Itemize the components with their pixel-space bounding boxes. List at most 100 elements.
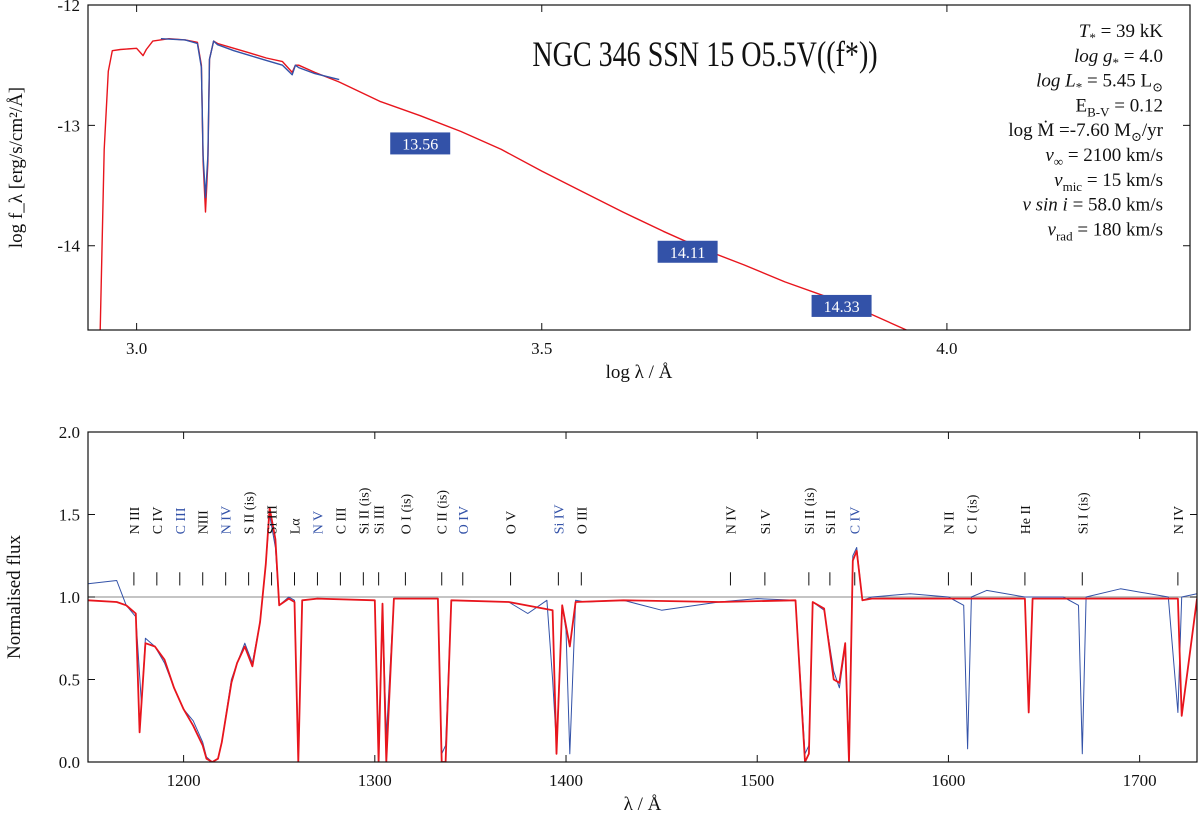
x-tick-label: 1500 [740,771,774,790]
series-line-0 [99,38,907,330]
param-subscript: * [1113,55,1120,70]
line-id-label: Si II (is) [803,487,818,534]
line-id-label: N IV [220,506,235,534]
param-suffix: /yr [1142,120,1164,141]
param-line: log L* = 5.45 L⊙ [1036,71,1163,95]
line-id-label: O III [575,506,590,534]
x-tick-label: 1600 [931,771,965,790]
line-id-label: N III [128,506,143,534]
x-axis-label: log λ / Å [606,362,673,383]
annotation-label: 14.33 [824,299,860,316]
param-value: = 39 kK [1096,21,1163,42]
param-line: log g* = 4.0 [1074,46,1163,70]
x-tick-label: 3.5 [531,339,552,358]
param-value: = 2100 km/s [1063,145,1163,166]
line-id-label: C I (is) [965,494,980,534]
param-name: v [1054,170,1063,191]
param-name: log Ṁ [1008,120,1054,141]
param-subscript: B-V [1087,104,1110,119]
line-id-label: N V [311,511,326,534]
line-id-label: Si III [373,505,388,535]
param-line: vrad = 180 km/s [1048,219,1163,243]
param-value: = 0.12 [1110,95,1163,116]
annotation-box [811,294,872,317]
line-id-label: Si IV [552,504,567,534]
x-tick-label: 4.0 [936,339,957,358]
line-id-label: Si I (is) [1076,492,1091,534]
line-id-label: O V [505,511,520,534]
line-id-label: O IV [457,506,472,534]
param-line: vmic = 15 km/s [1054,170,1163,194]
x-tick-label: 1200 [167,771,201,790]
param-name: v [1045,145,1054,166]
x-tick-label: 1400 [549,771,583,790]
x-tick-label: 1300 [358,771,392,790]
sun-symbol-icon: ⊙ [1152,80,1163,95]
param-value: = 4.0 [1119,46,1163,67]
annotation-box [390,132,451,155]
annotation-label: 13.56 [402,136,438,153]
y-tick-label: 1.0 [59,588,80,607]
x-tick-label: 3.0 [126,339,147,358]
y-tick-label: -12 [57,0,80,15]
series-line-1 [160,38,340,199]
line-id-label: He II [1019,505,1034,534]
param-value: = 180 km/s [1073,219,1163,240]
param-name: v [1048,219,1057,240]
line-id-label: C IV [849,507,864,535]
line-id-label: O I (is) [399,494,414,535]
line-id-label: S II (is) [243,491,258,534]
line-id-label: Si III [266,505,281,535]
line-id-label: N IV [1172,506,1187,534]
param-line: log Ṁ =-7.60 M⊙/yr [1008,120,1163,144]
chart-title: NGC 346 SSN 15 O5.5V((f*)) [532,34,877,74]
sun-symbol-icon: ⊙ [1131,129,1142,144]
param-line: T* = 39 kK [1079,21,1164,45]
line-id-label: C III [174,507,189,534]
param-subscript: * [1076,80,1083,95]
line-id-label: C IV [151,507,166,535]
param-line: v sin i = 58.0 km/s [1022,195,1163,216]
plot-frame [87,4,1191,331]
y-tick-label: 0.5 [59,671,80,690]
annotation-label: 14.11 [670,245,705,262]
line-id-label: NIII [197,510,212,534]
annotation-box [657,240,718,263]
y-axis-label: log f_λ [erg/s/cm²/Å] [6,87,27,248]
param-name: v sin i [1022,195,1067,216]
x-tick-label: 1700 [1123,771,1157,790]
y-tick-label: 0.0 [59,753,80,772]
param-subscript: * [1089,30,1096,45]
y-axis-label: Normalised flux [4,535,25,660]
param-name: log g [1074,46,1113,67]
y-tick-label: -13 [57,116,80,135]
param-name: log L [1036,71,1076,92]
param-line: v∞ = 2100 km/s [1045,145,1163,169]
param-value: = 58.0 km/s [1068,195,1163,216]
line-id-label: C III [334,507,349,534]
series-line-1 [88,506,1197,762]
line-id-label: N IV [724,506,739,534]
line-id-label: Si II (is) [357,487,372,534]
line-id-label: Lα [289,518,304,535]
x-axis-label: λ / Å [624,794,662,815]
y-tick-label: 2.0 [59,423,80,442]
bottom-normalised-panel: 1200 1300 1400 1500 1600 1700 0.0 0.5 1.0 1.5 2.0 λ… [4,423,1198,815]
y-tick-label: -14 [57,237,80,256]
param-value: = 15 km/s [1082,170,1163,191]
param-line: EB-V = 0.12 [1076,95,1163,119]
line-id-label: N II [942,511,957,534]
param-subscript: rad [1056,228,1073,243]
param-subscript: mic [1063,179,1083,194]
line-id-label: C II (is) [436,490,451,535]
line-id-label: Si II [824,509,839,534]
param-value: =-7.60 M [1054,120,1131,141]
param-value: = 5.45 L [1082,71,1152,92]
param-subscript: ∞ [1054,154,1063,169]
top-sed-panel: 3.0 3.5 4.0 -12 -13 -14 log λ / Å log f_λ [erg/… [6,0,1191,383]
param-name: T [1079,21,1091,42]
line-id-label: Si V [759,509,774,534]
y-tick-label: 1.5 [59,506,80,525]
param-name: E [1076,95,1088,116]
